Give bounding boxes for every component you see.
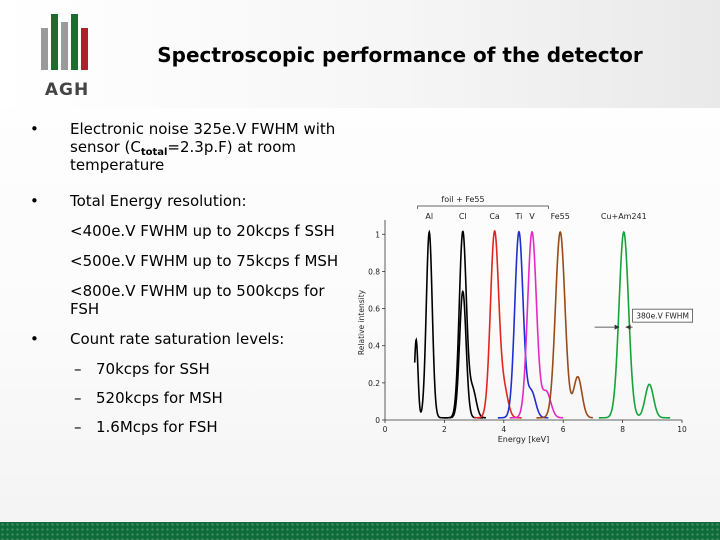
peak-label: Ca (489, 212, 500, 221)
dash-mark: – (74, 360, 82, 378)
annotation-arrowhead-left (614, 324, 620, 330)
saturation-msh: – 520kcps for MSH (28, 389, 346, 407)
dash-text: 520kcps for MSH (96, 389, 223, 407)
spectrum-series-line (598, 230, 671, 419)
footer-bar (0, 522, 720, 540)
x-tick-label: 10 (677, 425, 687, 434)
bullet-energy-resolution: • Total Energy resolution: (28, 192, 346, 210)
x-tick-label: 2 (442, 425, 447, 434)
y-tick-label: 0.6 (368, 305, 380, 314)
y-tick-label: 0.8 (368, 267, 380, 276)
bullet-text-cont: =2.3p.F) at room temperature (70, 138, 297, 174)
peak-label: Al (425, 212, 433, 221)
x-tick-label: 8 (620, 425, 625, 434)
bullet-subscript: total (140, 147, 168, 158)
spectrum-series-line (509, 230, 564, 419)
agh-logo-icon (41, 14, 88, 70)
resolution-ssh: <400e.V FWHM up to 20kcps f SSH (70, 222, 335, 240)
peak-label: V (529, 212, 535, 221)
spectrum-series-line (413, 229, 484, 419)
y-axis-label: Relative intensity (357, 289, 366, 355)
dash-mark: – (74, 418, 82, 436)
spectrum-series-line (444, 230, 487, 419)
x-axis-label: Energy [keV] (498, 435, 550, 444)
bullet-text: Electronic noise 325e.V FWHM with sensor… (70, 120, 336, 156)
spectrum-series-line (497, 230, 549, 419)
spectrum-series-line (536, 231, 593, 419)
bullet-saturation: • Count rate saturation levels: (28, 330, 346, 348)
group-label: foil + Fe55 (441, 195, 484, 204)
peak-label: Fe55 (551, 212, 570, 221)
bullet-list: • Electronic noise 325e.V FWHM with sens… (28, 120, 346, 436)
saturation-ssh: – 70kcps for SSH (28, 360, 346, 378)
y-tick-label: 0.4 (368, 342, 380, 351)
saturation-fsh: – 1.6Mcps for FSH (28, 418, 346, 436)
spectrum-series-line (474, 229, 522, 419)
bullet-dot: • (30, 120, 39, 138)
peak-label: Cu+Am241 (601, 212, 647, 221)
annotation-arrowhead-right (625, 324, 631, 330)
x-tick-label: 4 (501, 425, 506, 434)
bullet-dot: • (30, 330, 39, 348)
bullet-text: Count rate saturation levels: (70, 330, 285, 348)
y-tick-label: 0.2 (368, 379, 380, 388)
header-band (0, 0, 720, 108)
bullet-dot: • (30, 192, 39, 210)
bullet-electronic-noise: • Electronic noise 325e.V FWHM with sens… (28, 120, 346, 174)
resolution-fsh: <800e.V FWHM up to 500kcps for FSH (70, 282, 325, 318)
peak-label: Cl (459, 212, 467, 221)
x-tick-label: 0 (383, 425, 388, 434)
y-tick-label: 0 (375, 416, 380, 425)
dash-mark: – (74, 389, 82, 407)
annotation-label: 380e.V FWHM (636, 312, 689, 321)
dash-text: 70kcps for SSH (96, 360, 210, 378)
bullet-text: Total Energy resolution: (70, 192, 247, 210)
x-tick-label: 6 (561, 425, 566, 434)
footer-pattern (0, 522, 720, 540)
dash-text: 1.6Mcps for FSH (96, 418, 218, 436)
group-bracket (417, 205, 549, 209)
peak-label: Ti (515, 212, 523, 221)
annotation-box (632, 308, 693, 323)
page-title: Spectroscopic performance of the detecto… (157, 43, 643, 67)
logo-text: AGH (44, 80, 90, 100)
y-tick-label: 1 (375, 230, 380, 239)
resolution-msh: <500e.V FWHM up to 75kcps f MSH (70, 252, 339, 270)
